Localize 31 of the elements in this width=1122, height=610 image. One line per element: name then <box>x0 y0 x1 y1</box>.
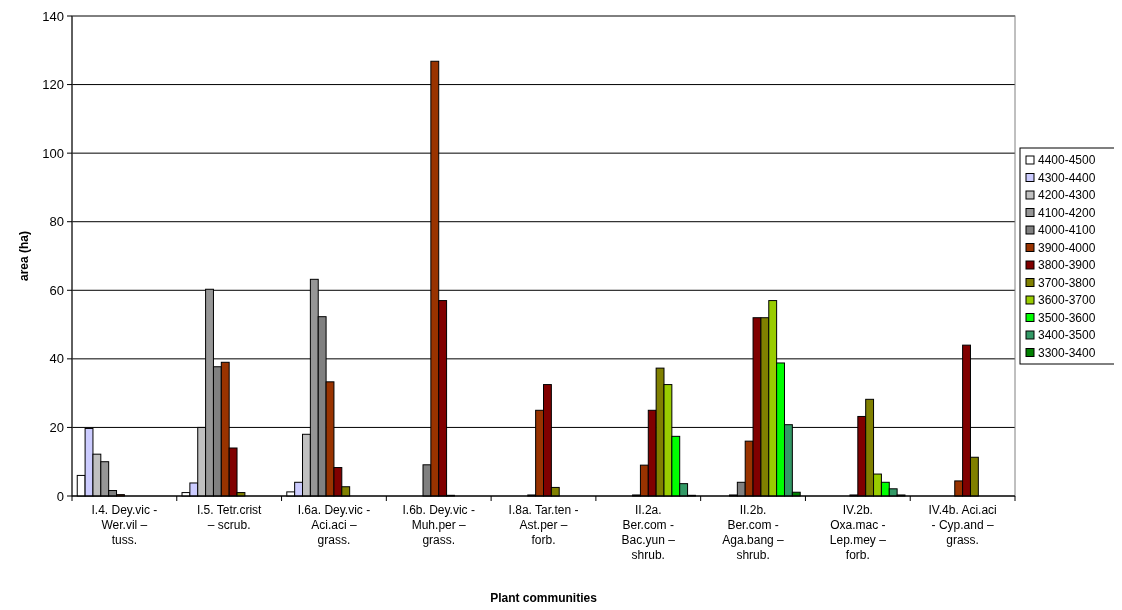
y-tick-label: 120 <box>42 77 64 93</box>
x-tick-label: I.4. Dey.vic - Wer.vil – tuss. <box>91 503 158 547</box>
y-tick-label: 40 <box>49 351 64 367</box>
legend-label: 3800-3900 <box>1038 258 1096 272</box>
legend-label: 3400-3500 <box>1038 328 1096 342</box>
legend-label: 3600-3700 <box>1038 293 1096 307</box>
x-tick-label: I.8a. Tar.ten - Ast.per – forb. <box>508 503 579 547</box>
y-tick-label: 100 <box>42 145 64 161</box>
legend-label: 4200-4300 <box>1038 188 1096 202</box>
x-tick-label: II.2b. Ber.com - Aga.bang – shrub. <box>722 503 785 562</box>
y-tick-label: 60 <box>49 282 64 298</box>
x-axis-title: Plant communities <box>490 591 598 605</box>
legend-label: 3500-3600 <box>1038 310 1096 325</box>
legend-label: 4300-4400 <box>1038 170 1096 185</box>
x-tick-label: I.6a. Dey.vic - Aci.aci – grass. <box>297 503 371 547</box>
legend-label: 4400-4500 <box>1038 153 1096 167</box>
x-tick-label: IV.2b. Oxa.mac - Lep.mey – forb. <box>829 503 887 562</box>
y-axis-title: area (ha) <box>17 230 31 282</box>
y-tick-label: 0 <box>56 488 64 504</box>
y-tick-label: 80 <box>49 214 64 230</box>
x-tick-label: II.2a. Ber.com - Bac.yun – shrub. <box>621 503 676 562</box>
x-tick-label: IV.4b. Aci.aci - Cyp.and – grass. <box>928 503 997 547</box>
x-tick-label: I.6b. Dey.vic - Muh.per – grass. <box>402 503 475 547</box>
y-tick-label: 20 <box>49 419 64 435</box>
legend-label: 4000-4100 <box>1038 223 1096 237</box>
x-tick-label: I.5. Tetr.crist – scrub. <box>196 503 263 532</box>
legend-label: 3300-3400 <box>1038 345 1096 360</box>
legend-label: 3700-3800 <box>1038 275 1096 290</box>
legend-label: 4100-4200 <box>1038 205 1096 220</box>
legend-label: 3900-4000 <box>1038 240 1096 255</box>
y-tick-label: 140 <box>42 8 64 24</box>
